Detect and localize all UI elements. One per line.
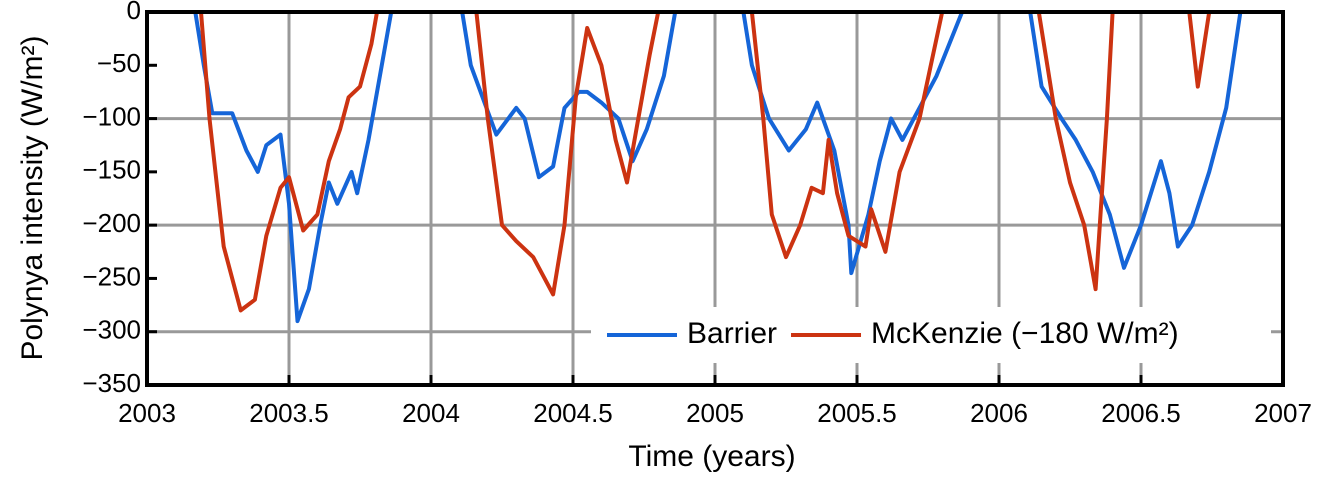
series-line (199, 12, 1212, 313)
x-tick-label: 2005 (686, 398, 744, 428)
legend: Barrier McKenzie (−180 W/m²) (591, 307, 1271, 363)
y-tick-label: −150 (82, 155, 141, 185)
y-tick-label: −350 (82, 368, 141, 398)
x-tick-label: 2003 (118, 398, 176, 428)
x-axis-label: Time (years) (628, 440, 795, 473)
y-tick-label: −250 (82, 261, 141, 291)
x-tick-label: 2007 (1254, 398, 1312, 428)
x-tick-label: 2004.5 (533, 398, 613, 428)
y-tick-label: −100 (82, 101, 141, 131)
legend-label: McKenzie (−180 W/m²) (871, 317, 1179, 350)
y-tick-label: −50 (97, 48, 141, 78)
y-tick-label: −300 (82, 315, 141, 345)
y-axis-label: Polynya intensity (W/m²) (16, 35, 49, 360)
x-tick-label: 2006.5 (1101, 398, 1181, 428)
plot-lines (193, 12, 1243, 324)
ticks: 2003 2003.5 2004 2004.5 2005 2005.5 2006 2006.5… (82, 0, 1312, 428)
y-tick-label: 0 (127, 0, 141, 25)
y-tick-label: −200 (82, 208, 141, 238)
legend-label: Barrier (687, 317, 777, 350)
legend-box (591, 307, 1271, 363)
x-tick-label: 2004 (402, 398, 460, 428)
x-tick-label: 2003.5 (249, 398, 329, 428)
x-tick-label: 2005.5 (817, 398, 897, 428)
series-line (193, 12, 1243, 324)
x-tick-label: 2006 (970, 398, 1028, 428)
